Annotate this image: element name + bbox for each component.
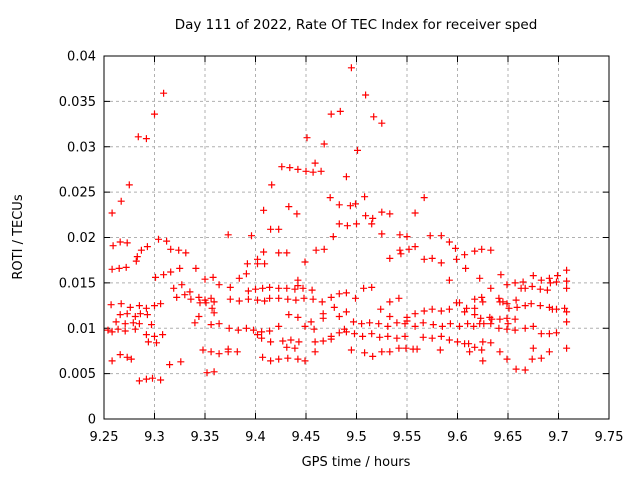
plot-border — [103, 55, 610, 420]
x-tick-label: 9.3 — [144, 430, 165, 445]
x-tick-label: 9.35 — [191, 430, 220, 445]
y-tick-label: 0 — [88, 413, 96, 428]
x-tick-label: 9.6 — [447, 430, 468, 445]
grid-lines — [104, 56, 609, 419]
y-tick-label: 0.04 — [67, 50, 96, 65]
y-tick-label: 0.005 — [59, 367, 96, 382]
y-tick-label: 0.015 — [59, 276, 96, 291]
x-tick-label: 9.45 — [292, 430, 321, 445]
tick-labels: 9.25 9.3 9.35 9.4 9.45 9.5 9.55 9.6 9.65 9.7 9.75 0… — [59, 50, 624, 446]
x-tick-label: 9.55 — [393, 430, 422, 445]
x-tick-label: 9.65 — [494, 430, 523, 445]
x-axis-label: GPS time / hours — [302, 455, 411, 470]
x-tick-label: 9.75 — [595, 430, 624, 445]
y-axis-label: ROTI / TECUs — [11, 194, 26, 279]
x-tick-label: 9.4 — [245, 430, 266, 445]
x-tick-label: 9.7 — [548, 430, 569, 445]
x-tick-label: 9.25 — [90, 430, 119, 445]
data-points — [104, 64, 571, 385]
y-tick-label: 0.025 — [59, 186, 96, 201]
y-tick-label: 0.035 — [59, 95, 96, 110]
y-tick-label: 0.03 — [67, 140, 96, 155]
scatter-plus-markers — [104, 64, 571, 385]
y-tick-label: 0.01 — [67, 322, 96, 337]
chart-title: Day 111 of 2022, Rate Of TEC Index for r… — [175, 17, 538, 33]
y-tick-label: 0.02 — [67, 231, 96, 246]
x-tick-label: 9.5 — [346, 430, 367, 445]
